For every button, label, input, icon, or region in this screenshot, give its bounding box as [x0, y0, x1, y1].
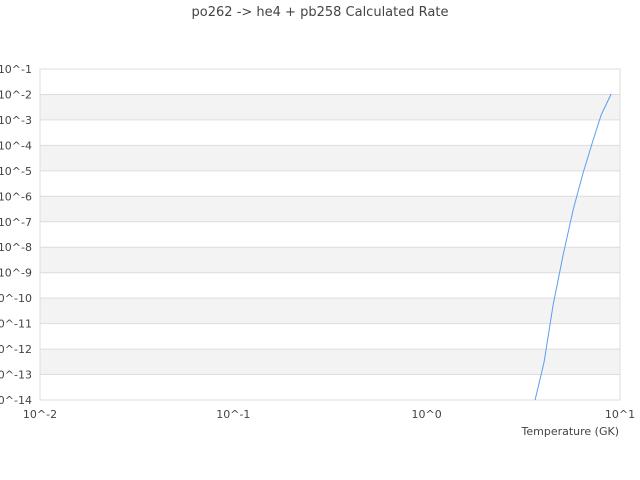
rate-series-line [534, 93, 612, 401]
y-tick-label: 10^-2 [0, 88, 32, 101]
y-tick-label: 10^-8 [0, 241, 32, 254]
x-axis-label: Temperature (GK) [521, 425, 620, 438]
grid-band [40, 196, 620, 222]
y-tick-label: 10^-12 [0, 343, 32, 356]
x-tick-label: 10^-2 [23, 408, 57, 421]
chart-title: po262 -> he4 + pb258 Calculated Rate [192, 5, 449, 20]
grid-band [40, 298, 620, 324]
x-tick-label: 10^0 [412, 408, 442, 421]
y-tick-label: 10^-14 [0, 394, 32, 407]
grid-band [40, 94, 620, 120]
y-tick-label: 10^-4 [0, 139, 32, 152]
grid-band [40, 349, 620, 375]
grid-band [40, 247, 620, 273]
y-tick-label: 10^-11 [0, 318, 32, 331]
x-tick-label: 10^1 [605, 408, 635, 421]
y-tick-label: 10^-7 [0, 216, 32, 229]
y-tick-label: 10^-1 [0, 63, 32, 76]
y-tick-label: 10^-3 [0, 114, 32, 127]
plot-frame [39, 68, 621, 401]
y-tick-label: 10^-6 [0, 190, 32, 203]
grid-band [40, 145, 620, 171]
y-tick-label: 10^-9 [0, 267, 32, 280]
y-tick-label: 10^-10 [0, 292, 32, 305]
y-tick-label: 10^-5 [0, 165, 32, 178]
x-tick-label: 10^-1 [216, 408, 250, 421]
y-tick-label: 10^-13 [0, 369, 32, 382]
